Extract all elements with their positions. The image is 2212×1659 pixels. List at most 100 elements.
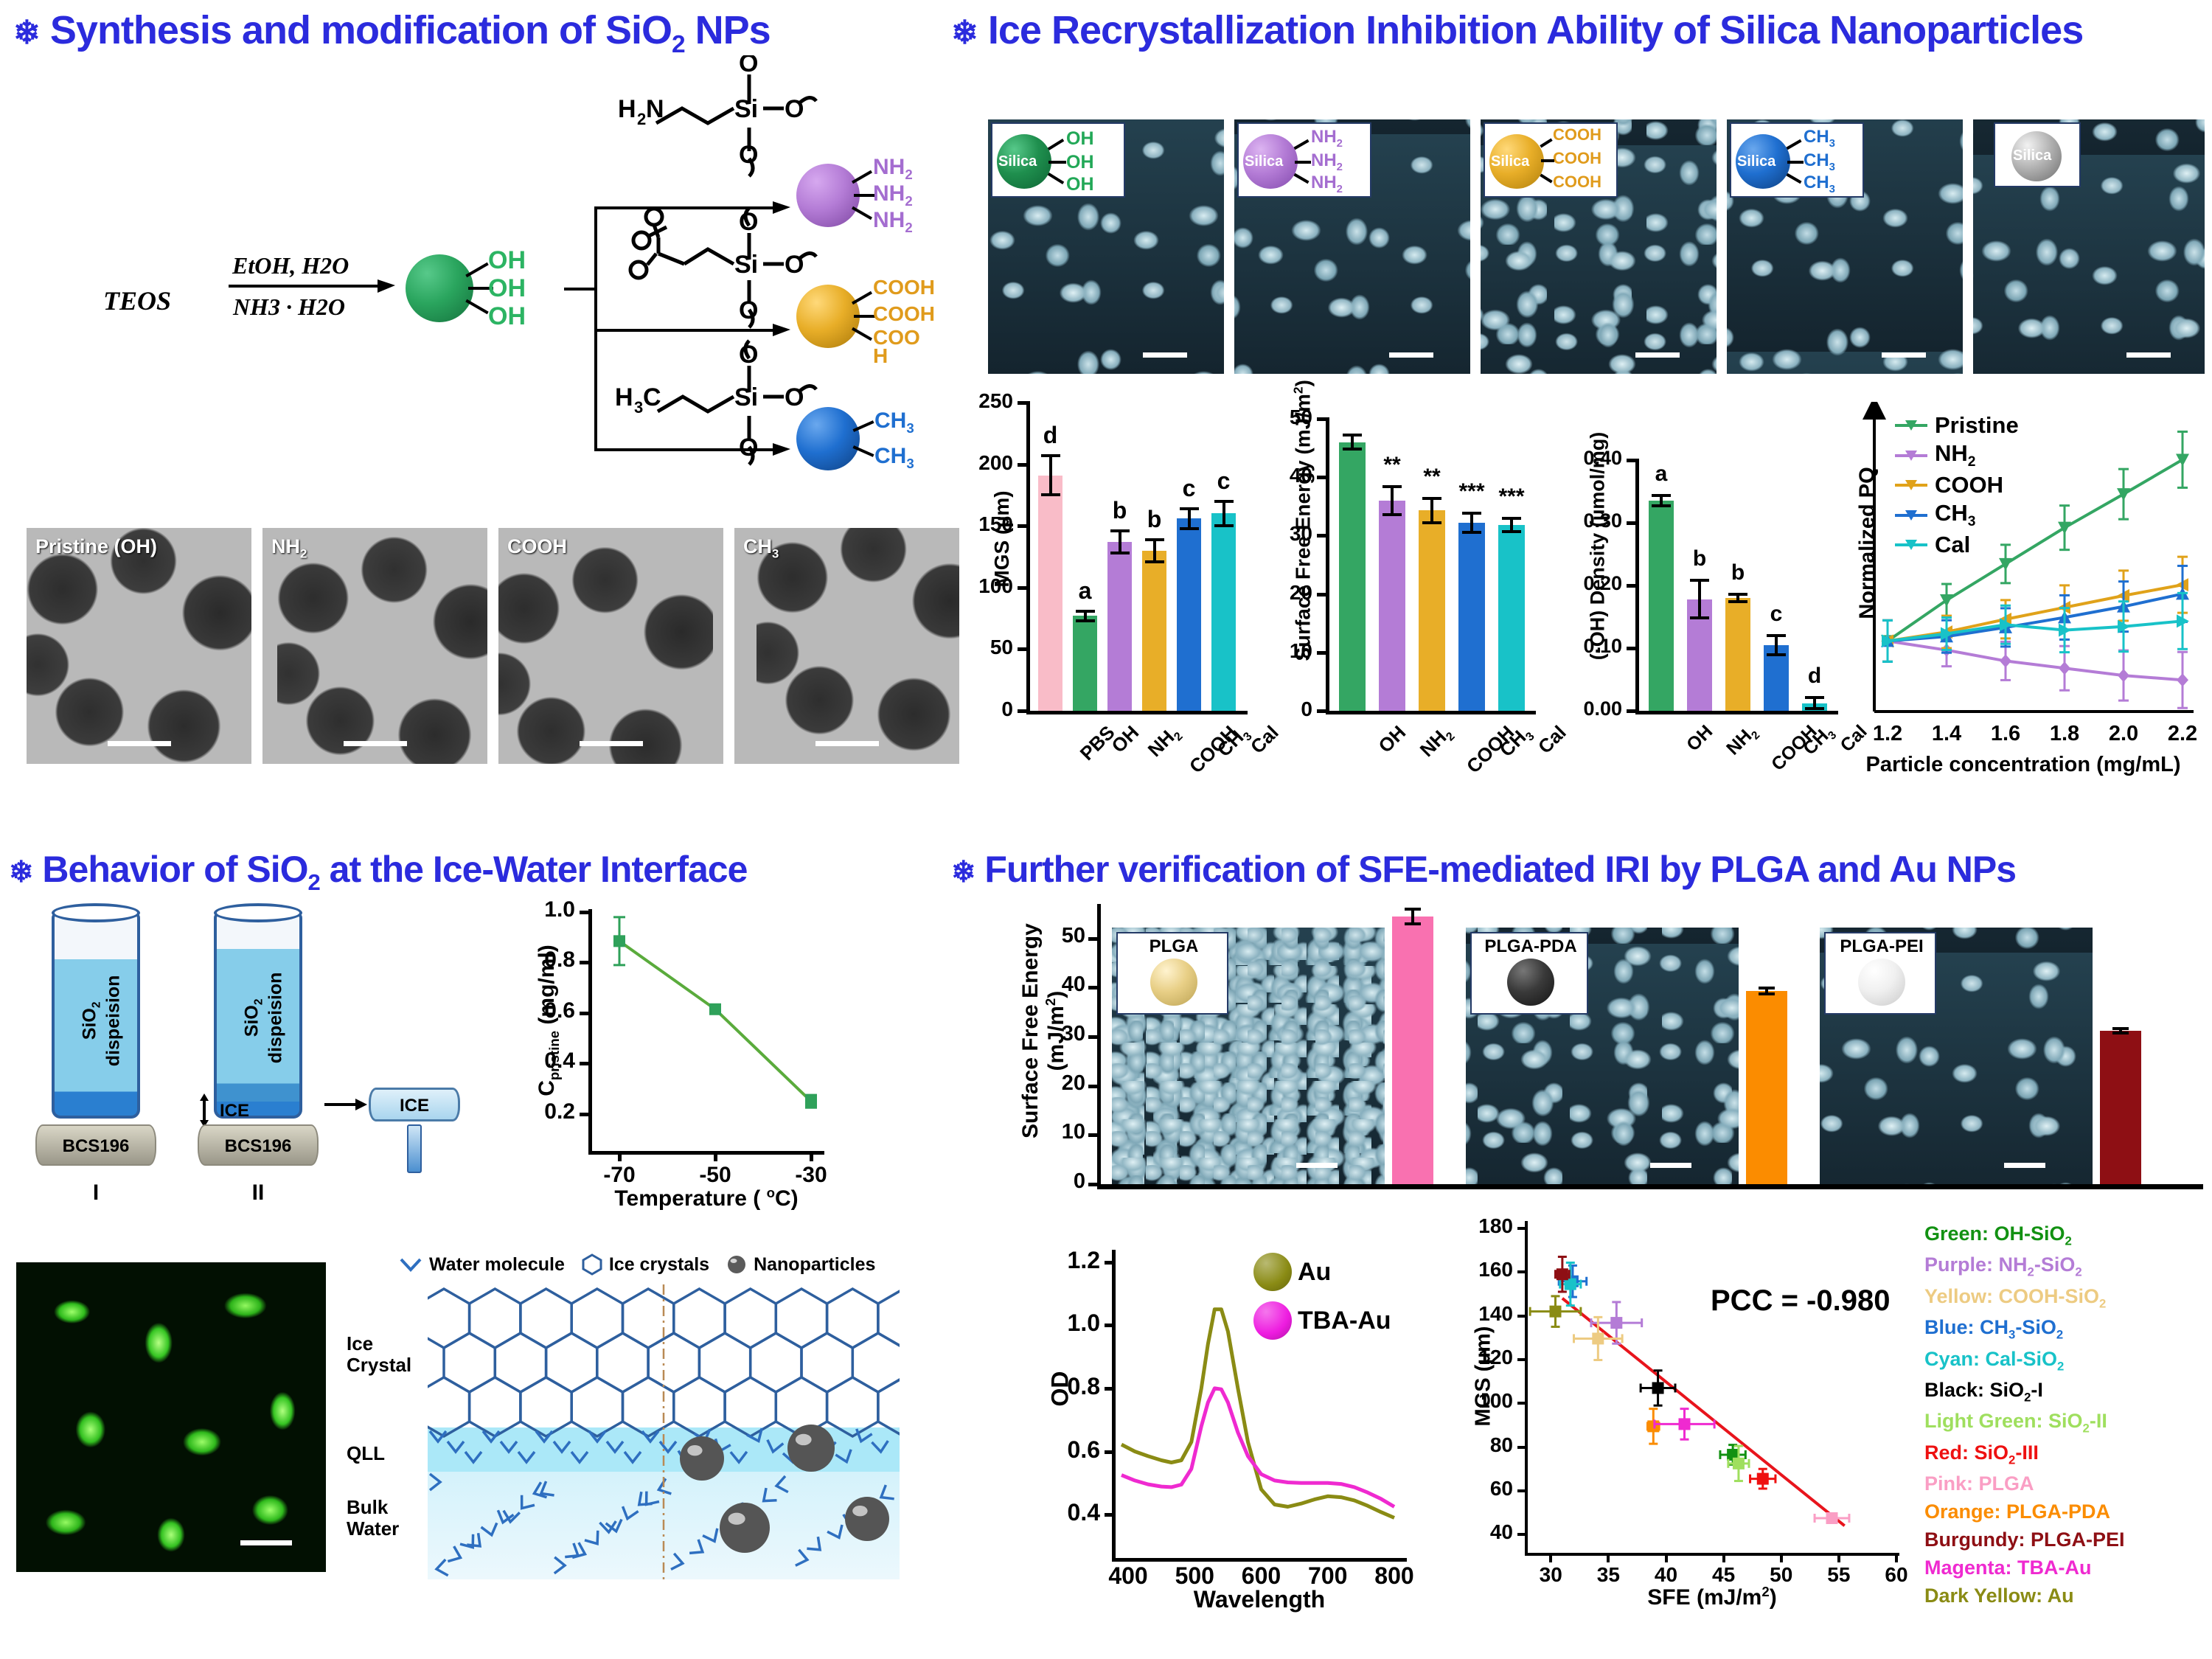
plga-pda-sphere bbox=[1507, 959, 1554, 1006]
significance-label: c bbox=[1770, 602, 1783, 626]
y-tick bbox=[1088, 1084, 1100, 1088]
significance-label: *** bbox=[1498, 484, 1525, 509]
section-title-synthesis: ❄ Synthesis and modification of SiO2 NPs bbox=[13, 7, 771, 59]
reagent-teos: TEOS bbox=[103, 286, 172, 316]
y-tick bbox=[580, 1112, 591, 1116]
y-tick-label: 40 bbox=[1289, 464, 1312, 487]
iri-micrograph-cal: Silica bbox=[1973, 119, 2205, 374]
error-cap bbox=[1652, 504, 1671, 508]
pcc-legend-item: Yellow: COOH-SiO2 bbox=[1924, 1284, 2107, 1311]
legend-marker-icon bbox=[1895, 450, 1927, 461]
tem-scalebar bbox=[580, 741, 643, 746]
x-tick bbox=[1664, 1553, 1668, 1562]
y-tick bbox=[1517, 1270, 1528, 1274]
y-tick-label: 20 bbox=[1061, 1071, 1085, 1095]
plga-scalebar bbox=[1296, 1163, 1338, 1168]
silica-inset-label: Silica bbox=[2013, 147, 2052, 164]
cooh-bond-2 bbox=[854, 315, 876, 318]
chart-plga-sfe: Surface Free Energy (mJ/m2) 0 10 20 30 40 50 P… bbox=[1003, 898, 2212, 1215]
qll-legend: Water molecule Ice crystals Nanoparticles bbox=[398, 1253, 875, 1276]
od-plot-svg bbox=[1120, 1307, 1396, 1520]
significance-label: a bbox=[1655, 462, 1668, 487]
silica-sphere-cal bbox=[2011, 131, 2062, 181]
iri-inset-cal: Silica bbox=[1994, 122, 2081, 187]
silica-sphere-cooh bbox=[1489, 134, 1544, 189]
ice-thickness-arrow bbox=[200, 1093, 209, 1127]
y-tick-label: 40 bbox=[1061, 973, 1085, 997]
core-group-label-3: OH bbox=[488, 302, 526, 330]
legend-item: Pristine bbox=[1893, 412, 2019, 439]
vial-ii-ice-label: ICE bbox=[220, 1101, 250, 1121]
iri-micrograph-nh2: Silica NH2 NH2 NH2 bbox=[1234, 119, 1470, 374]
y-tick-label: 50 bbox=[990, 636, 1013, 659]
nh2-bond-2 bbox=[854, 194, 876, 197]
pcc-legend-item: Burgundy: PLGA-PEI bbox=[1924, 1528, 2125, 1551]
chart-normalized-pq: Normalized PQ Pristine NH2 COOH CH3 Cal … bbox=[1829, 402, 2212, 785]
od-legend-item: Au bbox=[1253, 1253, 1391, 1291]
chart-od-spectrum: OD 0.4 0.6 0.8 1.0 1.2 400 500 600 700 800 Au TB… bbox=[1032, 1228, 1445, 1641]
y-tick bbox=[1088, 1133, 1100, 1138]
x-tick-label: 35 bbox=[1596, 1563, 1620, 1586]
silica-sphere-nh2 bbox=[1243, 134, 1298, 189]
y-tick-label: 40 bbox=[1489, 1520, 1513, 1544]
synthesis-scheme: TEOS EtOH, H2O NH3 · H2O OH OH OH H 2 N … bbox=[96, 55, 935, 494]
svg-text:O: O bbox=[739, 208, 758, 236]
od-legend-item: TBA-Au bbox=[1253, 1301, 1391, 1340]
snowflake-icon: ❄ bbox=[9, 856, 34, 888]
mgs-yaxis bbox=[1026, 401, 1030, 712]
y-tick bbox=[1627, 459, 1638, 462]
bar bbox=[1764, 644, 1789, 711]
nh2-group-label-2: NH2 bbox=[873, 181, 913, 209]
y-tick-label: 50 bbox=[1289, 406, 1312, 428]
significance-label: c bbox=[1217, 467, 1231, 494]
error-bar bbox=[1083, 611, 1087, 621]
error-bar bbox=[1391, 486, 1394, 515]
bar bbox=[1339, 442, 1366, 711]
significance-label: b bbox=[1112, 496, 1127, 524]
tem-caption-nh2: NH2 bbox=[271, 535, 307, 561]
svg-text:N: N bbox=[646, 95, 664, 123]
x-tick-label: 1.4 bbox=[1931, 722, 1962, 745]
error-cap bbox=[1040, 493, 1060, 497]
reaction-arrow-head bbox=[378, 279, 395, 293]
micro-scalebar bbox=[1143, 352, 1187, 358]
error-bar bbox=[1430, 498, 1433, 523]
vial-i-rim bbox=[52, 903, 140, 922]
y-tick-label: 0 bbox=[1073, 1169, 1085, 1193]
qll-zone-qll-label: QLL bbox=[347, 1442, 385, 1464]
y-tick bbox=[1088, 936, 1100, 941]
y-tick-label: 50 bbox=[1061, 923, 1085, 947]
svg-text:O: O bbox=[739, 341, 758, 369]
bar bbox=[1458, 522, 1485, 711]
x-tick-label: 1.6 bbox=[1990, 722, 2021, 745]
plga-pda-inset: PLGA-PDA bbox=[1470, 932, 1588, 1015]
ice-disc-label: ICE bbox=[399, 1096, 429, 1116]
section-title-synthesis-suffix: NPs bbox=[684, 8, 771, 52]
bar bbox=[1142, 550, 1166, 711]
ch3-label-1: CH3 bbox=[1804, 127, 1835, 150]
branch-arrow-2-line bbox=[594, 329, 779, 332]
micro-scalebar bbox=[1635, 352, 1680, 358]
plga-pda-scalebar bbox=[1650, 1163, 1691, 1168]
y-tick-label: 160 bbox=[1478, 1258, 1513, 1281]
bar bbox=[1746, 991, 1787, 1184]
bar bbox=[1379, 500, 1405, 711]
error-cap bbox=[1214, 524, 1234, 528]
vial-ii-roman: II bbox=[251, 1180, 265, 1205]
nh2-bond-1 bbox=[1293, 139, 1310, 150]
svg-text:Si: Si bbox=[734, 251, 758, 279]
x-tick-label: 700 bbox=[1308, 1562, 1348, 1589]
error-bar bbox=[1411, 908, 1414, 924]
vial-i-plate bbox=[35, 1124, 156, 1166]
y-tick-label: 0.20 bbox=[1583, 572, 1622, 594]
legend-label: COOH bbox=[1935, 472, 2003, 498]
error-cap bbox=[1690, 616, 1709, 620]
vial-i-label: SiO2 dispeision bbox=[79, 975, 124, 1067]
legend-label: CH3 bbox=[1935, 500, 1976, 530]
bar bbox=[1038, 475, 1062, 711]
y-tick-label: 10 bbox=[1061, 1120, 1085, 1144]
cooh-bond-3 bbox=[852, 327, 872, 341]
product-ch3-sphere bbox=[796, 407, 860, 470]
nh2-bond-3 bbox=[852, 206, 872, 220]
pcc-xaxis bbox=[1525, 1553, 1899, 1556]
